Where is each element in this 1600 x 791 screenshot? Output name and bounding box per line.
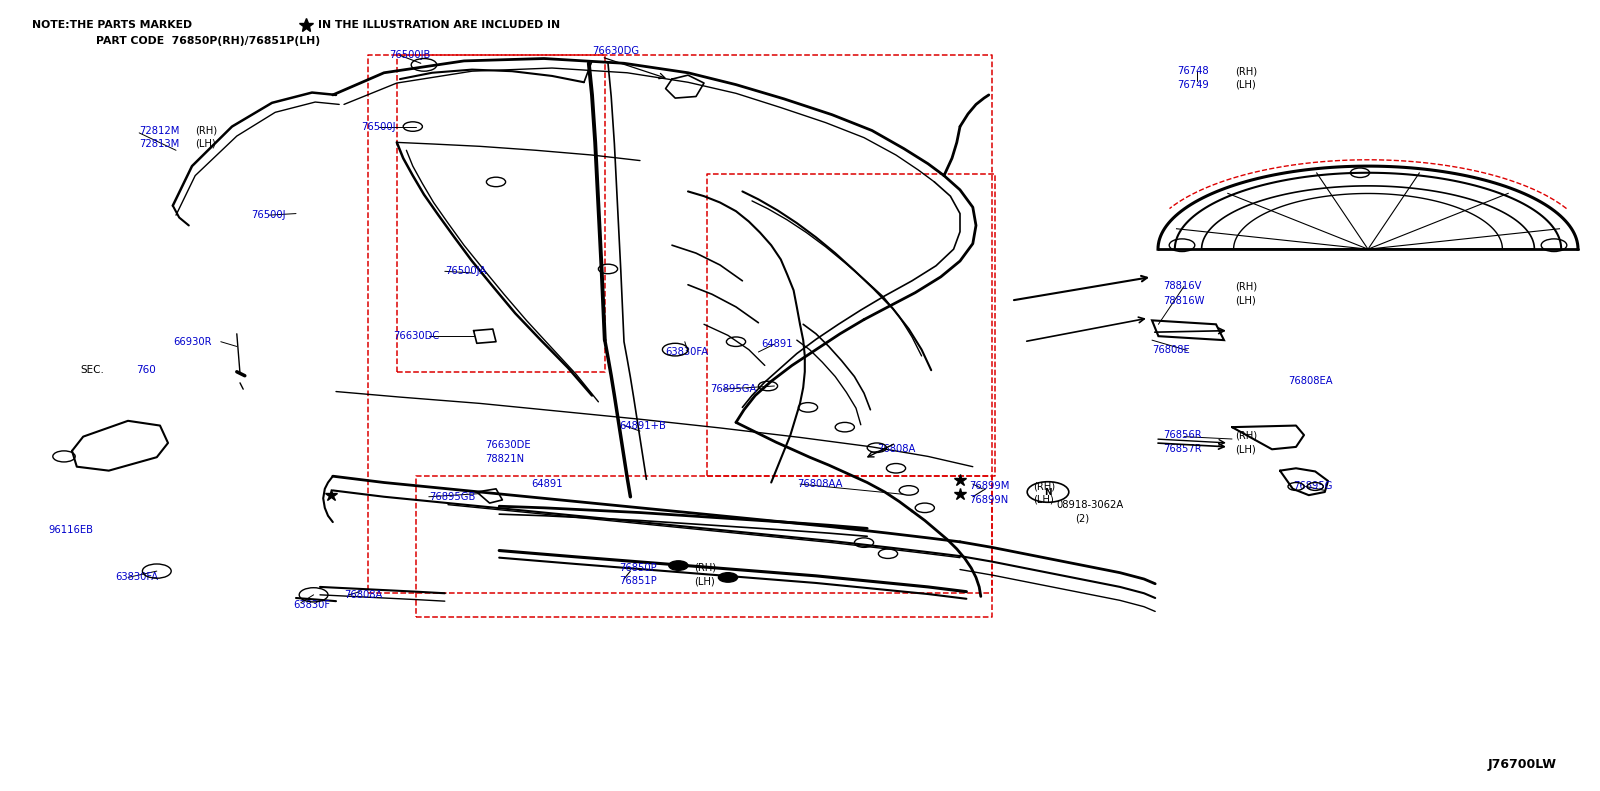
Text: 76895GA: 76895GA <box>710 384 757 394</box>
Text: (LH): (LH) <box>1235 445 1256 454</box>
Text: 76808A: 76808A <box>877 445 915 454</box>
Text: 760: 760 <box>136 365 155 376</box>
Text: NOTE:THE PARTS MARKED: NOTE:THE PARTS MARKED <box>32 20 192 30</box>
Text: 76851P: 76851P <box>619 577 658 586</box>
Text: (LH): (LH) <box>195 139 216 149</box>
Text: (LH): (LH) <box>1235 80 1256 89</box>
Text: (RH): (RH) <box>1235 66 1258 76</box>
Text: (RH): (RH) <box>694 563 717 573</box>
Text: 76808A: 76808A <box>344 590 382 600</box>
Text: SEC.: SEC. <box>80 365 104 376</box>
Text: 76500JB: 76500JB <box>389 50 430 59</box>
Text: 76630DC: 76630DC <box>394 331 440 341</box>
Text: 76857R: 76857R <box>1163 445 1202 454</box>
Text: 63830F: 63830F <box>293 600 330 610</box>
Text: 76899M: 76899M <box>970 482 1010 491</box>
Text: 72813M: 72813M <box>139 139 179 149</box>
Text: 72812M: 72812M <box>139 126 179 135</box>
Text: 76630DE: 76630DE <box>485 440 531 449</box>
Text: 76808EA: 76808EA <box>1288 377 1333 386</box>
Text: J76700LW: J76700LW <box>1488 759 1557 771</box>
Text: (RH): (RH) <box>1034 482 1056 491</box>
Text: 76850P: 76850P <box>619 563 658 573</box>
Text: (LH): (LH) <box>1235 296 1256 305</box>
Text: 76500JA: 76500JA <box>445 267 486 276</box>
Text: 64891: 64891 <box>531 479 563 489</box>
Text: 76808AA: 76808AA <box>797 479 842 489</box>
Text: 64891+B: 64891+B <box>619 421 666 430</box>
Text: (RH): (RH) <box>195 126 218 135</box>
Text: (RH): (RH) <box>1235 430 1258 440</box>
Text: 64891: 64891 <box>762 339 794 349</box>
Text: 76748: 76748 <box>1178 66 1210 76</box>
Text: 76630DG: 76630DG <box>592 46 638 55</box>
Text: 76856R: 76856R <box>1163 430 1202 440</box>
Text: 76500J: 76500J <box>362 122 397 131</box>
Text: 76749: 76749 <box>1178 80 1210 89</box>
Text: PART CODE  76850P(RH)/76851P(LH): PART CODE 76850P(RH)/76851P(LH) <box>96 36 320 46</box>
Text: 76808E: 76808E <box>1152 346 1190 355</box>
Circle shape <box>718 573 738 582</box>
Text: 63830FA: 63830FA <box>666 347 709 357</box>
Text: 76899N: 76899N <box>970 495 1010 505</box>
Text: 76895G: 76895G <box>1293 482 1333 491</box>
Text: IN THE ILLUSTRATION ARE INCLUDED IN: IN THE ILLUSTRATION ARE INCLUDED IN <box>318 20 560 30</box>
Text: 78816W: 78816W <box>1163 296 1205 305</box>
Text: 78821N: 78821N <box>485 454 523 464</box>
Text: 08918-3062A: 08918-3062A <box>1056 500 1123 509</box>
Text: (LH): (LH) <box>694 577 715 586</box>
Text: 63830FA: 63830FA <box>115 573 158 582</box>
Text: (RH): (RH) <box>1235 282 1258 291</box>
Text: (LH): (LH) <box>1034 495 1054 505</box>
Text: 96116EB: 96116EB <box>48 525 93 535</box>
Circle shape <box>669 561 688 570</box>
Text: 78816V: 78816V <box>1163 282 1202 291</box>
Text: 76500J: 76500J <box>251 210 286 220</box>
Text: (2): (2) <box>1075 514 1090 524</box>
Text: N: N <box>1045 487 1051 497</box>
Text: 66930R: 66930R <box>173 337 211 346</box>
Text: 76895GB: 76895GB <box>429 492 475 501</box>
